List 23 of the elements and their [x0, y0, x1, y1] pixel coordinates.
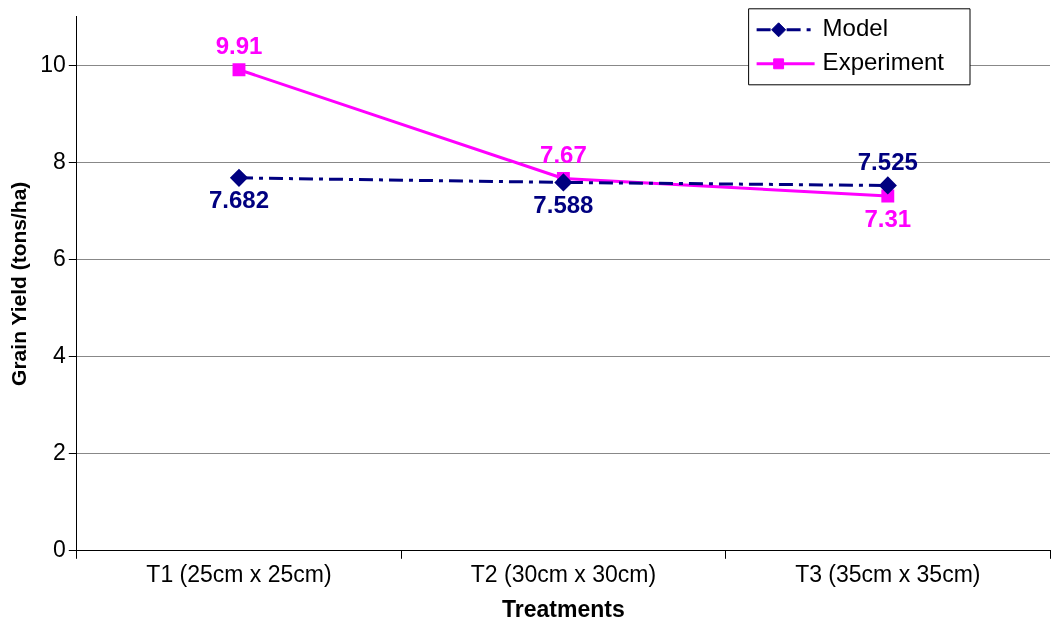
x-tick-label: T2 (30cm x 30cm): [470, 560, 657, 587]
data-label: 7.525: [857, 148, 918, 176]
x-tick-label: T3 (35cm x 35cm): [795, 560, 981, 587]
legend-label: Experiment: [822, 48, 945, 76]
y-axis-title: Grain Yield (tons/ha): [7, 181, 31, 386]
point: [879, 177, 897, 194]
y-tick-label: 8: [52, 147, 66, 174]
y-tick-label: 0: [52, 536, 66, 563]
point: [232, 63, 246, 77]
point: [554, 173, 572, 191]
data-label: 9.91: [215, 32, 263, 60]
data-label: 7.67: [540, 141, 587, 169]
point: [230, 169, 248, 187]
legend-label: Model: [822, 14, 888, 42]
y-tick-label: 6: [52, 244, 66, 271]
data-label: 7.682: [208, 186, 270, 214]
y-tick-label: 10: [40, 50, 66, 77]
x-axis-title: Treatments: [502, 595, 625, 622]
data-label: 7.31: [864, 204, 912, 232]
x-tick-label: T1 (25cm x 25cm): [146, 560, 332, 587]
data-label: 7.588: [533, 191, 594, 219]
y-tick-label: 2: [52, 439, 66, 466]
y-tick-label: 4: [52, 341, 66, 368]
